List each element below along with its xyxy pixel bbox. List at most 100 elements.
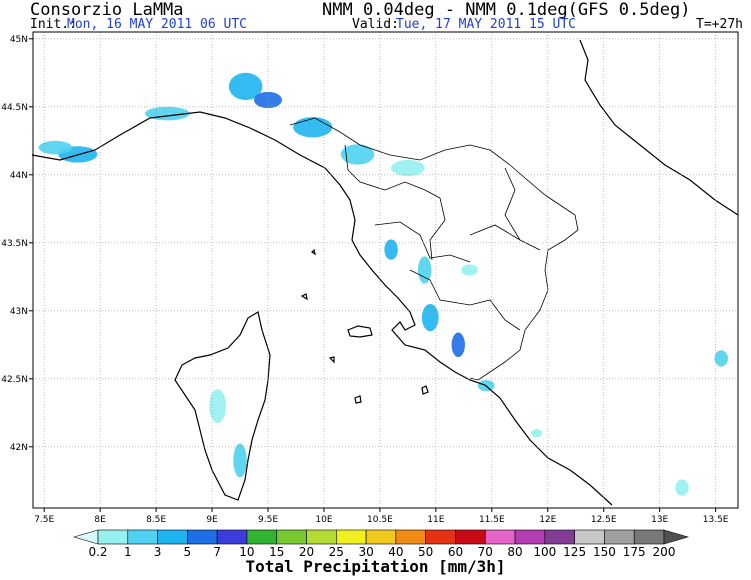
precip-cell (293, 117, 333, 138)
coastline-layer (31, 39, 739, 506)
colorbar-swatch (514, 529, 546, 545)
province-border (469, 224, 541, 251)
lat-tick-label: 44N (10, 171, 28, 181)
colorbar-swatch (127, 529, 158, 545)
lat-tick-label: 44.5N (1, 103, 28, 113)
province-border (504, 167, 521, 241)
colorbar-label: 20 (299, 545, 314, 559)
province-border (344, 144, 441, 199)
colorbar-label: 80 (507, 545, 522, 559)
colorbar-swatch (574, 529, 605, 545)
lat-tick-label: 43N (10, 307, 28, 317)
colorbar-max-triangle (663, 529, 690, 545)
lon-tick-label: 10E (315, 515, 332, 525)
colorbar-label: 0.2 (88, 545, 107, 559)
region-borders (289, 117, 579, 381)
lon-tick-label: 11E (427, 515, 444, 525)
colorbar-swatch (455, 529, 486, 545)
precip-cell (461, 264, 478, 276)
precip-cell (254, 91, 282, 109)
colorbar-label: 1 (124, 545, 132, 559)
precipitation-layer (38, 72, 728, 496)
lat-tick-label: 43.5N (1, 239, 28, 249)
province-border (409, 269, 521, 331)
precip-cell (391, 159, 425, 177)
latitude-ticks: 45N 44.5N 44N 43.5N 43N 42.5N 42N (1, 35, 33, 453)
lon-tick-label: 12.5E (591, 515, 617, 525)
map-frame (32, 31, 739, 509)
colorbar-label: 15 (269, 545, 284, 559)
islet (311, 248, 316, 256)
colorbar-swatch (276, 529, 307, 545)
colorbar-label: 150 (593, 545, 616, 559)
forecast-timestep: T=+27h (696, 17, 743, 32)
graticule (33, 32, 738, 508)
colorbar-label: 25 (329, 545, 344, 559)
colorbar-swatch (187, 529, 218, 545)
precip-cell (714, 350, 728, 367)
precip-cell (233, 443, 247, 478)
precip-cell (38, 140, 73, 155)
mainland-coastline (31, 111, 613, 506)
colorbar-label: 7 (213, 545, 221, 559)
precip-cell (530, 429, 543, 438)
colorbar-label: 50 (418, 545, 433, 559)
colorbar-swatch (97, 529, 129, 545)
colorbar-label: 3 (154, 545, 162, 559)
colorbar-swatch (633, 529, 665, 545)
precip-cell (228, 72, 263, 100)
lat-tick-label: 42.5N (1, 375, 28, 385)
precip-cell (675, 479, 689, 496)
colorbar-label: 30 (358, 545, 373, 559)
colorbar-label: 5 (184, 545, 192, 559)
tuscany-border (289, 117, 579, 381)
lon-tick-label: 11.5E (479, 515, 505, 525)
lon-tick-label: 9.5E (258, 515, 278, 525)
valid-value: Tue, 17 MAY 2011 15 UTC (396, 17, 577, 32)
colorbar-label: 70 (478, 545, 493, 559)
organization-title: Consorzio LaMMa (30, 0, 184, 20)
colorbar-swatch (306, 529, 337, 545)
colorbar: 0.2 1 3 5 7 10 15 20 25 30 40 50 60 70 80 100 125 150 175 2… (72, 529, 690, 559)
colorbar-min-triangle (72, 529, 99, 545)
precip-cell (340, 144, 375, 165)
colorbar-swatch (365, 529, 397, 545)
colorbar-label: 10 (239, 545, 254, 559)
init-value: Mon, 16 MAY 2011 06 UTC (67, 17, 248, 32)
elba-coastline (347, 325, 373, 338)
colorbar-swatch (484, 529, 516, 545)
lat-tick-label: 45N (10, 35, 28, 45)
province-border (429, 197, 446, 261)
islet (328, 356, 335, 364)
corsica-coastline (174, 311, 271, 501)
lon-tick-label: 8.5E (146, 515, 166, 525)
colorbar-label: 60 (448, 545, 463, 559)
colorbar-title: Total Precipitation [mm/3h] (245, 557, 506, 576)
province-border (374, 221, 471, 263)
colorbar-swatch (336, 529, 367, 545)
lon-tick-label: 9E (206, 515, 218, 525)
model-title: NMM 0.04deg - NMM 0.1deg(GFS 0.5deg) (322, 0, 691, 20)
colorbar-label: 100 (533, 545, 556, 559)
lon-tick-label: 13.5E (703, 515, 729, 525)
colorbar-label: 175 (623, 545, 646, 559)
valid-label: Valid: (352, 17, 399, 32)
colorbar-swatch (246, 529, 278, 545)
colorbar-swatch (425, 529, 456, 545)
colorbar-label: 40 (388, 545, 403, 559)
giglio-coastline (421, 385, 429, 395)
colorbar-swatch (544, 529, 575, 545)
lon-tick-label: 10.5E (367, 515, 393, 525)
longitude-ticks: 7.5E 8E 8.5E 9E 9.5E 10E 10.5E 11E 11.5E 12E 12.5E… (34, 508, 729, 525)
lon-tick-label: 7.5E (34, 515, 54, 525)
precip-cell (209, 389, 227, 423)
colorbar-swatch (395, 529, 426, 545)
precip-cell (451, 332, 465, 358)
lat-tick-label: 42N (10, 443, 28, 453)
colorbar-label: 200 (653, 545, 676, 559)
lon-tick-label: 12E (539, 515, 556, 525)
islet (300, 293, 308, 301)
colorbar-swatch (216, 529, 248, 545)
precip-cell (384, 239, 398, 260)
